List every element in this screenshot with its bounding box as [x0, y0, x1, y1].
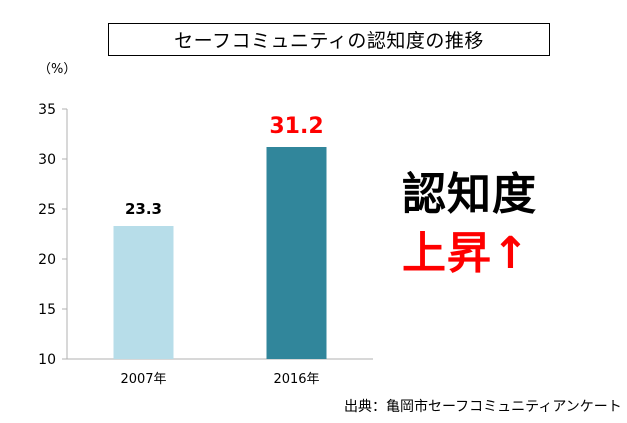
- x-tick-label: 2016年: [273, 372, 319, 387]
- chart-title: セーフコミュニティの認知度の推移: [108, 23, 550, 56]
- bar-2007年: [113, 226, 174, 359]
- data-label: 31.2: [269, 114, 323, 139]
- y-tick-label: 10: [38, 352, 56, 368]
- y-tick-label: 25: [38, 202, 56, 218]
- y-tick-label: 15: [38, 302, 56, 318]
- y-tick-label: 20: [38, 252, 56, 268]
- y-tick-label: 30: [38, 152, 56, 168]
- x-tick-label: 2007年: [120, 372, 166, 387]
- data-label: 23.3: [125, 200, 162, 218]
- source-note: 出典：亀岡市セーフコミュニティアンケート: [344, 399, 622, 415]
- y-tick-label: 35: [38, 102, 56, 118]
- bar-2016年: [266, 147, 327, 359]
- y-axis-label: （%）: [38, 62, 76, 77]
- callout-awareness: 認知度: [402, 169, 537, 220]
- callout-rise: 上昇↑: [402, 228, 530, 279]
